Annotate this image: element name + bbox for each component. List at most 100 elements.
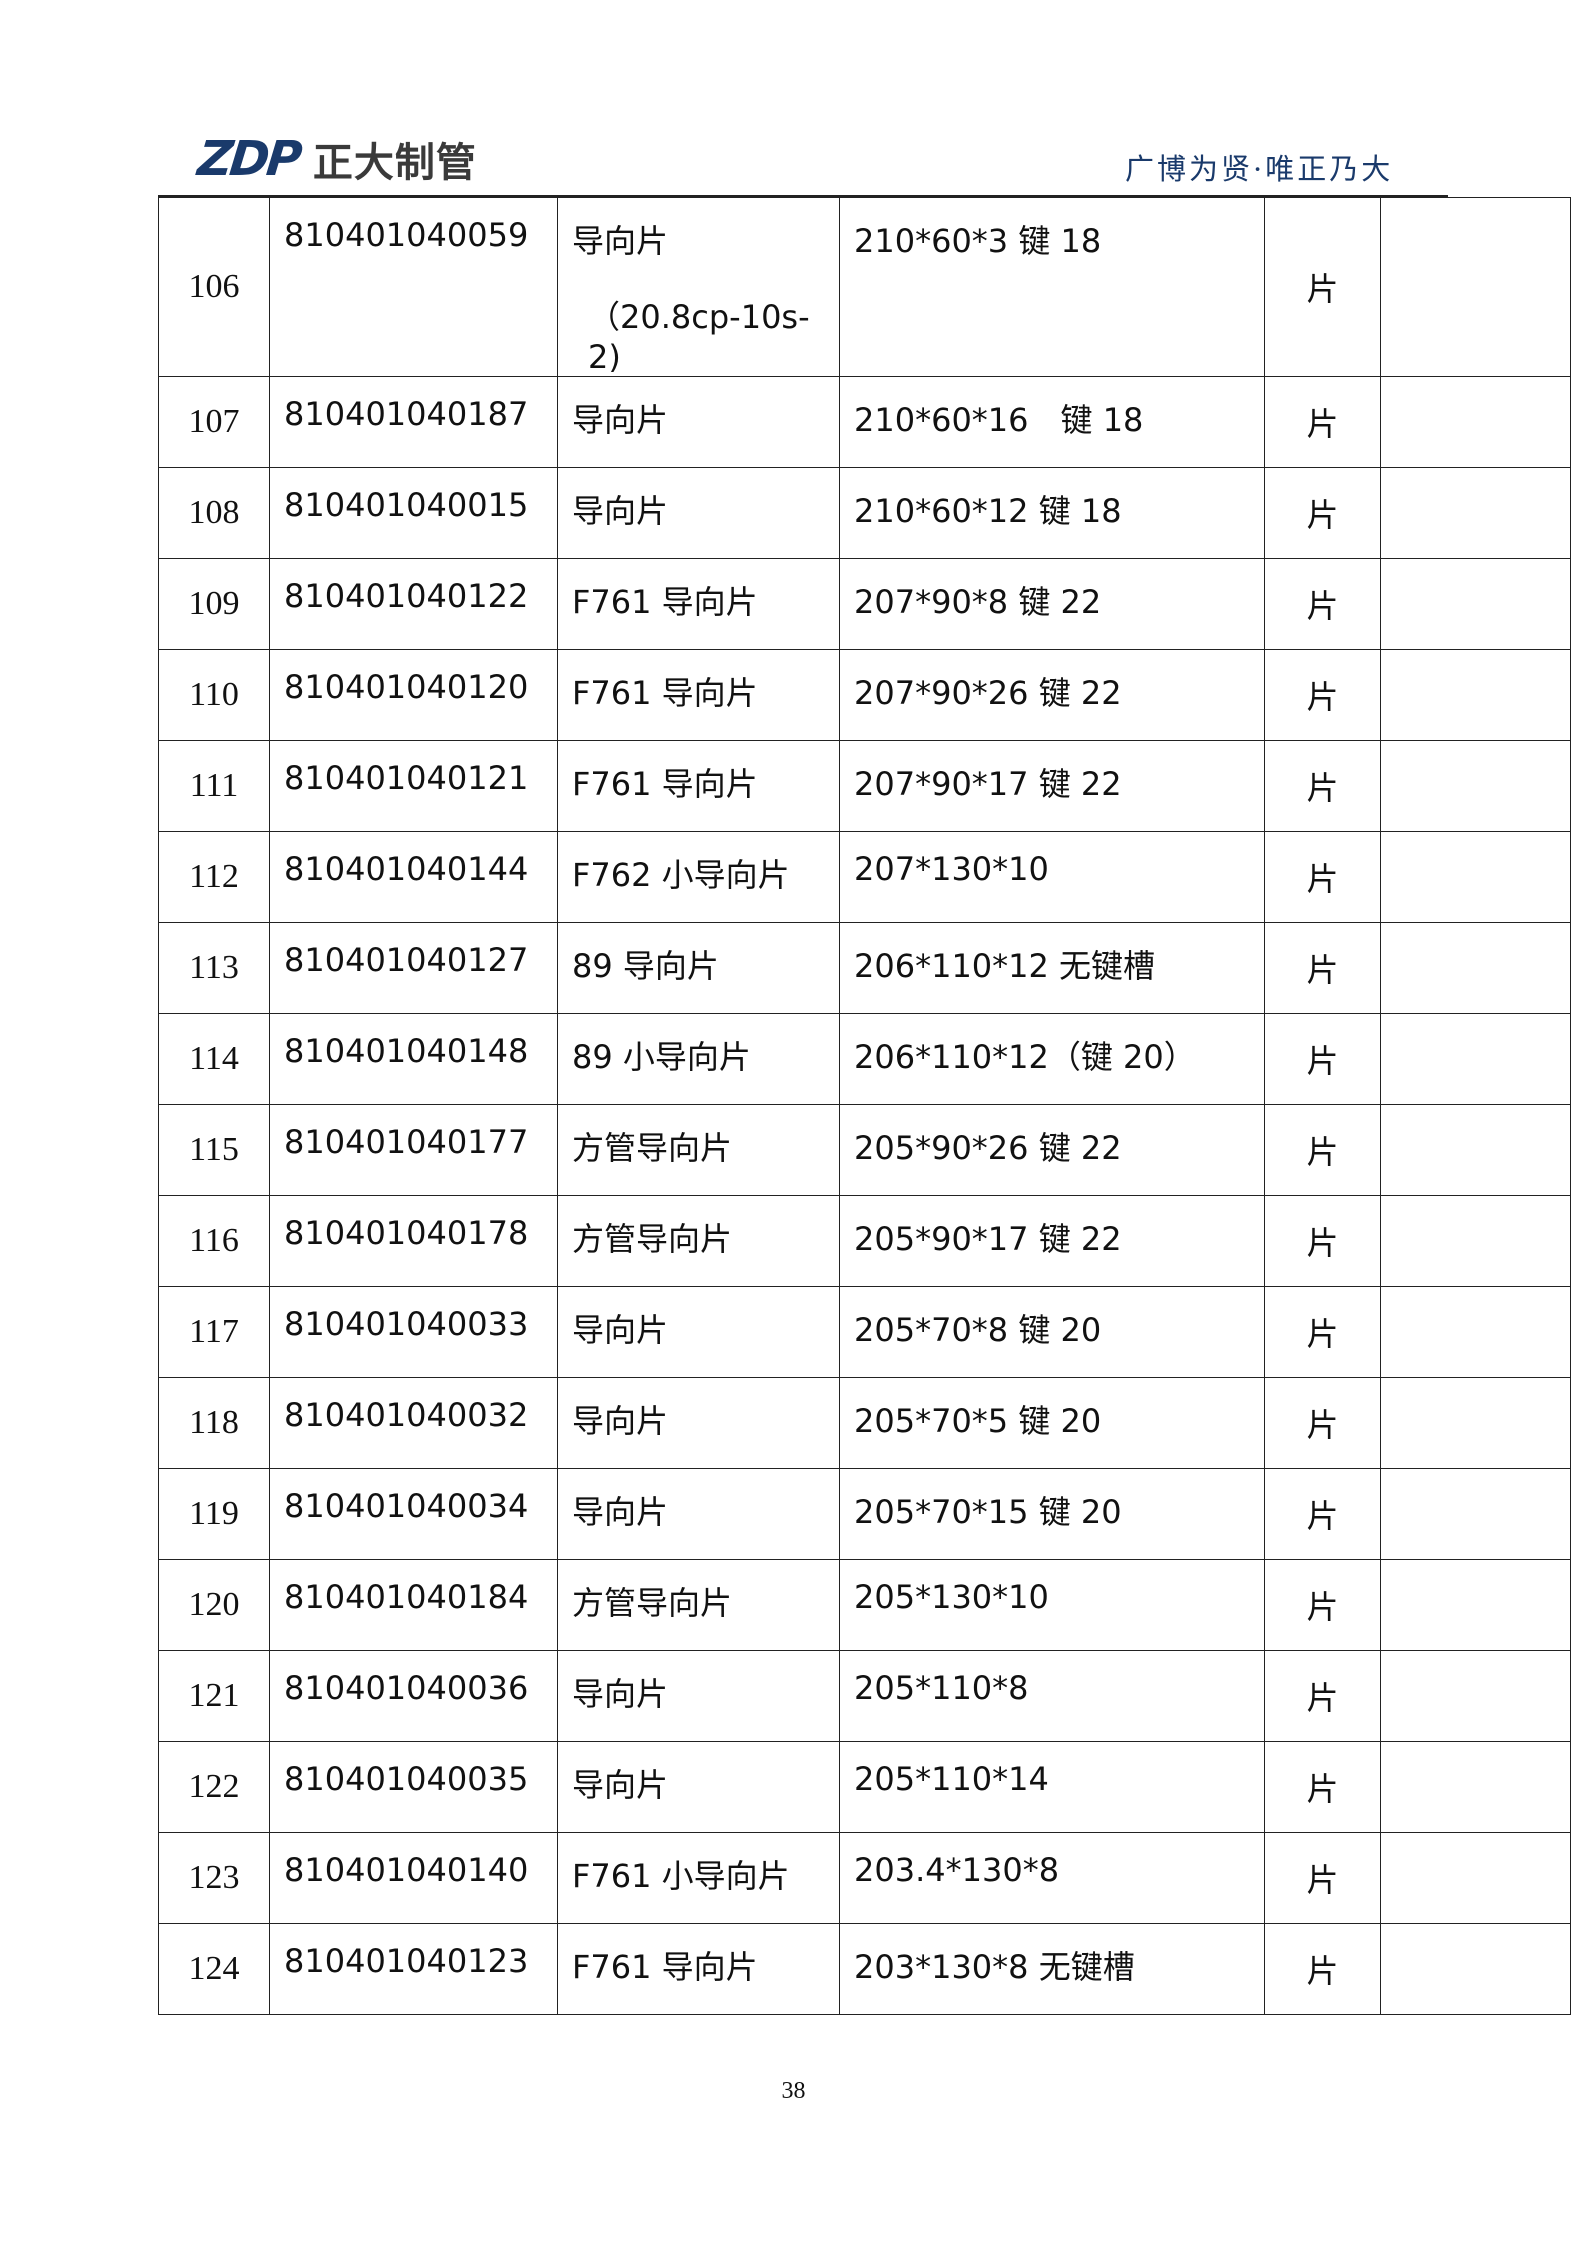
parts-table: 106 810401040059 导向片 （20.8cp-10s-2) 210*60*3… [158,197,1571,2015]
item-unit-text: 片 [1306,1497,1339,1535]
item-spec: 205*90*26 键 22 [839,1104,1265,1196]
table-row: 124 810401040123 F761 导向片 203*130*8 无键槽 片 [158,1923,1571,2015]
item-spec-text: 205*110*14 [854,1760,1049,1798]
table-row: 106 810401040059 导向片 （20.8cp-10s-2) 210*60*3… [158,197,1571,377]
item-spec: 205*70*8 键 20 [839,1286,1265,1378]
item-spec-text: 207*90*26 键 22 [854,674,1122,712]
item-name: 导向片 [557,376,840,468]
item-remark [1380,1377,1571,1469]
item-name-text: 方管导向片 [572,1584,733,1622]
item-name-text: F761 导向片 [572,583,758,621]
row-number: 109 [158,558,270,650]
item-spec-text: 206*110*12 无键槽 [854,947,1156,985]
item-unit: 片 [1264,1377,1381,1469]
item-unit: 片 [1264,1013,1381,1105]
item-remark [1380,1832,1571,1924]
item-unit: 片 [1264,1468,1381,1560]
item-spec: 205*110*8 [839,1650,1265,1742]
item-name: F761 小导向片 [557,1832,840,1924]
row-number: 122 [158,1741,270,1833]
item-code-text: 810401040148 [284,1032,529,1070]
item-remark [1380,1468,1571,1560]
row-number-text: 123 [188,1859,240,1896]
item-remark [1380,1195,1571,1287]
item-spec-text: 210*60*3 键 18 [854,222,1102,260]
item-unit-text: 片 [1306,1224,1339,1262]
item-unit: 片 [1264,1195,1381,1287]
item-spec-text: 210*60*12 键 18 [854,492,1122,530]
item-name-text: 导向片 [572,222,669,260]
item-code: 810401040184 [269,1559,558,1651]
table-row: 117 810401040033 导向片 205*70*8 键 20 片 [158,1286,1571,1378]
item-spec: 210*60*3 键 18 [839,197,1265,377]
item-code-text: 810401040059 [284,216,529,254]
item-remark [1380,922,1571,1014]
table-row: 115 810401040177 方管导向片 205*90*26 键 22 片 [158,1104,1571,1196]
slogan: 广博为贤·唯正乃大 [1125,152,1394,186]
item-name: 89 小导向片 [557,1013,840,1105]
item-spec-text: 205*70*5 键 20 [854,1402,1102,1440]
item-unit-text: 片 [1306,951,1339,989]
item-spec: 205*130*10 [839,1559,1265,1651]
item-name-text: 导向片 [572,492,669,530]
item-code: 810401040148 [269,1013,558,1105]
item-name-extra: （20.8cp-10s-2) [588,298,810,376]
item-name-text: F761 导向片 [572,1948,758,1986]
item-remark [1380,1559,1571,1651]
company-logo: ZDP 正大制管 [195,131,477,187]
item-unit: 片 [1264,1832,1381,1924]
item-code: 810401040036 [269,1650,558,1742]
item-spec: 207*90*17 键 22 [839,740,1265,832]
item-spec-text: 207*130*10 [854,850,1049,888]
item-remark [1380,197,1571,377]
item-unit: 片 [1264,649,1381,741]
item-spec: 207*90*26 键 22 [839,649,1265,741]
item-code-text: 810401040015 [284,486,529,524]
row-number: 110 [158,649,270,741]
row-number-text: 106 [188,268,240,305]
item-name-text: 导向片 [572,401,669,439]
item-name-text: 方管导向片 [572,1220,733,1258]
item-spec-text: 203.4*130*8 [854,1851,1060,1889]
item-remark [1380,1923,1571,2015]
item-spec: 205*70*5 键 20 [839,1377,1265,1469]
item-spec: 205*110*14 [839,1741,1265,1833]
table-row: 110 810401040120 F761 导向片 207*90*26 键 22 片 [158,649,1571,741]
item-name-text: 方管导向片 [572,1129,733,1167]
item-code-text: 810401040187 [284,395,529,433]
table-row: 116 810401040178 方管导向片 205*90*17 键 22 片 [158,1195,1571,1287]
item-code: 810401040140 [269,1832,558,1924]
item-spec-text: 205*110*8 [854,1669,1029,1707]
item-spec-text: 205*70*15 键 20 [854,1493,1122,1531]
row-number: 117 [158,1286,270,1378]
item-code: 810401040035 [269,1741,558,1833]
row-number-text: 119 [189,1495,239,1532]
header-divider [158,195,1448,197]
item-name-text: F762 小导向片 [572,856,790,894]
item-remark [1380,1741,1571,1833]
item-spec: 203*130*8 无键槽 [839,1923,1265,2015]
item-spec-text: 205*70*8 键 20 [854,1311,1102,1349]
row-number: 121 [158,1650,270,1742]
row-number-text: 124 [188,1950,240,1987]
item-name-text: F761 小导向片 [572,1857,790,1895]
item-name: 导向片 [557,1741,840,1833]
item-spec-text: 206*110*12（键 20） [854,1038,1196,1076]
item-unit-text: 片 [1306,587,1339,625]
item-unit: 片 [1264,922,1381,1014]
item-unit-text: 片 [1306,1952,1339,1990]
row-number: 108 [158,467,270,559]
item-unit-text: 片 [1306,496,1339,534]
item-unit-text: 片 [1306,405,1339,443]
table-row: 119 810401040034 导向片 205*70*15 键 20 片 [158,1468,1571,1560]
item-name-text: 导向片 [572,1311,669,1349]
row-number: 116 [158,1195,270,1287]
item-unit: 片 [1264,1104,1381,1196]
item-unit-text: 片 [1306,860,1339,898]
row-number: 119 [158,1468,270,1560]
item-code-text: 810401040127 [284,941,529,979]
item-unit-text: 片 [1306,1588,1339,1626]
item-code: 810401040123 [269,1923,558,2015]
item-spec: 210*60*16 键 18 [839,376,1265,468]
row-number: 120 [158,1559,270,1651]
